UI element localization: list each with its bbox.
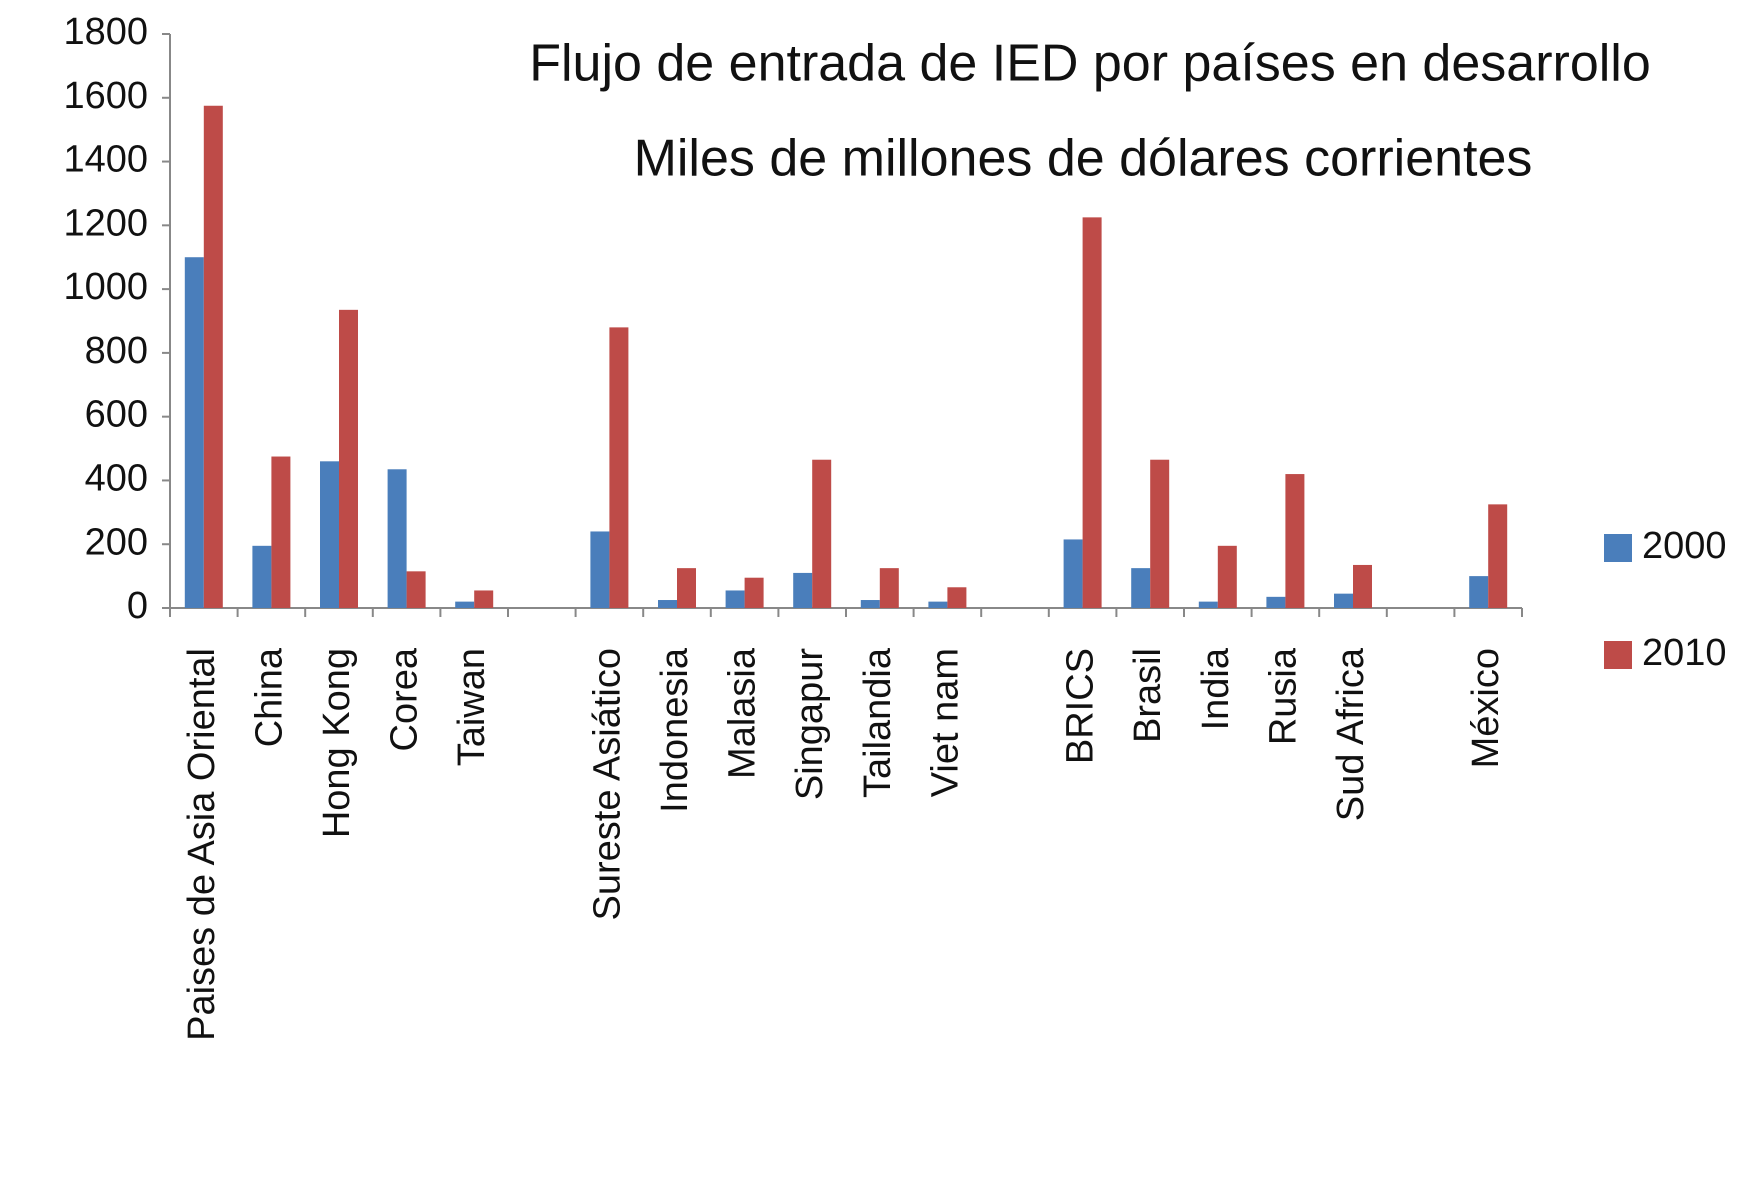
- bar: [658, 600, 677, 608]
- y-tick-label: 1600: [63, 75, 148, 117]
- x-tick-label: Malasia: [722, 647, 764, 779]
- chart-title: Flujo de entrada de IED por países en de…: [529, 35, 1651, 93]
- legend-label: 2010: [1642, 632, 1727, 674]
- bar: [879, 568, 899, 608]
- bar: [271, 456, 291, 608]
- bar: [1063, 539, 1083, 608]
- bar: [455, 601, 475, 608]
- bar: [1285, 474, 1305, 608]
- bar: [793, 572, 813, 608]
- x-tick-label: Taiwan: [451, 648, 493, 766]
- bar: [860, 600, 880, 608]
- bar: [184, 257, 204, 608]
- legend-swatch: [1604, 641, 1632, 669]
- x-tick-label: Indonesia: [654, 647, 696, 813]
- bar: [203, 105, 223, 608]
- x-tick-label: México: [1465, 648, 1507, 768]
- x-tick-label: Sureste Asiático: [586, 648, 628, 920]
- x-tick-label: Rusia: [1262, 647, 1304, 745]
- bar: [590, 531, 610, 608]
- x-tick-label: India: [1195, 647, 1237, 730]
- bar: [474, 590, 494, 608]
- x-tick-label: China: [248, 647, 290, 747]
- bar: [1266, 596, 1286, 608]
- bar: [1217, 545, 1237, 608]
- bar: [252, 545, 272, 608]
- bar: [320, 461, 339, 608]
- bar: [1082, 217, 1102, 608]
- x-tick-label: Brasil: [1127, 648, 1169, 743]
- bar: [406, 571, 426, 608]
- x-tick-label: BRICS: [1060, 648, 1102, 764]
- bar: [387, 469, 407, 608]
- bar: [1198, 601, 1218, 608]
- bar: [609, 327, 629, 608]
- bar: [1488, 504, 1508, 608]
- y-tick-label: 1800: [63, 11, 148, 53]
- y-tick-label: 1000: [63, 266, 148, 308]
- x-tick-label: Viet nam: [924, 648, 966, 797]
- x-tick-label: Paises de Asia Oriental: [181, 648, 223, 1041]
- y-tick-label: 1200: [63, 202, 148, 244]
- y-tick-label: 0: [127, 585, 148, 627]
- bar: [1334, 593, 1353, 608]
- x-tick-label: Tailandia: [857, 647, 899, 798]
- legend-label: 2000: [1642, 525, 1727, 567]
- x-tick-label: Corea: [384, 647, 426, 751]
- x-tick-label: Hong Kong: [316, 648, 358, 838]
- y-tick-label: 200: [85, 521, 148, 563]
- bar: [947, 587, 967, 608]
- bar: [339, 309, 358, 608]
- x-tick-label: Singapur: [789, 648, 831, 800]
- y-tick-label: 1400: [63, 139, 148, 181]
- bar: [1150, 459, 1170, 608]
- bar: [1353, 564, 1372, 608]
- bar: [725, 590, 745, 608]
- bar: [1131, 568, 1151, 608]
- bar: [928, 601, 948, 608]
- y-tick-label: 600: [85, 394, 148, 436]
- y-tick-label: 400: [85, 457, 148, 499]
- chart-subtitle: Miles de millones de dólares corrientes: [634, 130, 1533, 188]
- y-tick-label: 800: [85, 330, 148, 372]
- bar: [1469, 576, 1489, 608]
- legend-swatch: [1604, 534, 1632, 562]
- bar: [744, 577, 764, 608]
- bar: [812, 459, 832, 608]
- bar: [677, 568, 696, 608]
- x-tick-label: Sud Africa: [1330, 647, 1372, 821]
